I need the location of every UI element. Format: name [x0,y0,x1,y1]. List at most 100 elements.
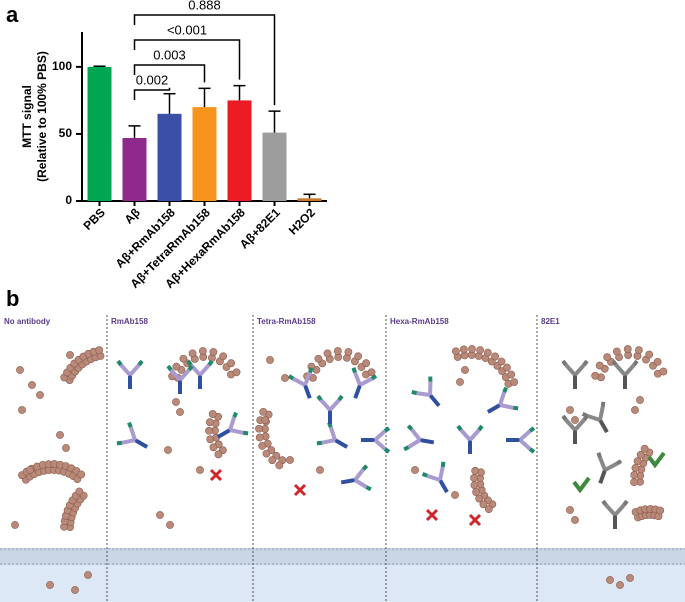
antibody-tip [561,359,568,367]
abeta [631,464,640,472]
antibody-stem [486,403,501,414]
abeta [645,350,654,359]
antibody [456,424,484,454]
antibody [316,394,344,424]
abeta [255,433,264,442]
antibody-tip [232,411,238,418]
antibody-arm [292,376,306,387]
antibody-tip [370,374,378,381]
abeta [626,574,634,582]
antibody-tip [187,364,194,372]
antibody-arm [438,466,445,481]
antibody-tip [116,359,123,367]
blocked [468,513,482,527]
antibody-tip [601,499,608,507]
abeta [631,406,639,414]
antibody-tip [383,447,391,454]
antibody [611,359,639,389]
antibody [116,421,149,449]
antibody-arm [121,438,136,445]
abeta [503,363,511,372]
abeta [164,446,172,454]
antibody-arm [198,363,211,377]
significance-bracket [133,39,241,80]
antibody-tip [502,386,508,393]
antibody-arm [169,368,182,382]
bar [87,66,112,201]
p-value: 0.003 [153,47,186,62]
antibody-stem [334,438,349,449]
antibody-tip [622,499,629,507]
abeta [18,406,26,414]
antibody-arm [604,461,618,472]
antibody-arm [598,406,605,421]
antibody [411,376,441,408]
antibody-tip [308,367,314,374]
blocked [209,468,223,482]
antibody-arm [321,438,336,445]
antibody-arm [303,371,312,386]
antibody-arm [128,363,141,377]
abeta [344,348,353,356]
abeta [261,416,269,424]
abeta [475,494,484,503]
abeta [507,370,516,379]
abeta [77,470,86,479]
abeta [616,581,624,589]
antibody [316,421,349,449]
abeta [11,521,19,529]
abeta [219,352,228,361]
antibody-stem [353,384,362,399]
antibody-tip [632,359,639,367]
panel-title: No antibody [4,317,51,326]
antibody-arm [328,426,337,441]
antibody-arm [353,371,362,386]
antibody-arm [353,478,368,489]
antibody-tip [421,472,428,478]
passes [572,476,591,494]
abeta [286,456,294,464]
antibody-arm [359,376,373,387]
abeta [484,505,493,514]
antibody-arm [614,363,627,377]
abeta [566,406,574,414]
antibody-tip [316,394,323,402]
x-tick-label: Aβ [122,205,143,226]
abeta [606,576,614,584]
abeta [497,357,506,366]
abeta [459,345,468,354]
abeta [510,378,519,387]
abeta [56,431,64,439]
antibody-stem [303,384,312,399]
abeta [196,466,204,474]
abeta [156,511,164,519]
antibody-arm [178,368,191,382]
abeta [316,466,324,474]
abeta [26,466,34,474]
antibody [561,359,589,389]
antibody [116,359,144,389]
y-tick-label: 0 [65,193,72,207]
antibody-tip [242,430,249,436]
abeta [208,410,217,418]
significance-bracket [133,64,206,83]
abeta [483,348,492,357]
abeta [451,491,459,499]
antibody [166,364,194,394]
antibody [287,367,314,399]
antibody [601,499,629,529]
abeta [571,416,579,424]
antibody-tip [287,374,295,381]
abeta [259,407,268,416]
abeta [470,473,478,482]
abeta [468,345,476,353]
abeta [630,471,639,479]
y-tick-label: 100 [52,59,72,73]
antibody-arm [428,381,433,396]
abeta [656,506,665,515]
bar [157,113,182,201]
abeta [62,444,70,452]
antibody-tip [361,464,369,471]
antibody-tip [528,447,536,454]
